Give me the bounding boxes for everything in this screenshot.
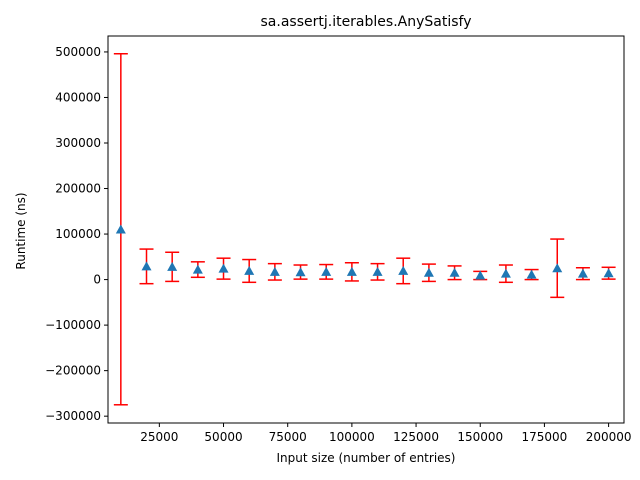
- data-point: [167, 261, 178, 271]
- y-tick-label: −300000: [45, 409, 101, 423]
- data-point: [295, 267, 306, 277]
- data-point: [192, 264, 203, 274]
- y-tick-label: −100000: [45, 318, 101, 332]
- plot-area: 25000 50000 75000 100000 125000 150000 175000 2…: [45, 35, 632, 444]
- data-point: [577, 268, 588, 278]
- y-tick-label: 100000: [55, 227, 101, 241]
- data-point: [500, 268, 511, 278]
- y-axis-label: Runtime (ns): [14, 192, 28, 269]
- y-tick-label: 400000: [55, 90, 101, 104]
- chart-title: sa.assertj.iterables.AnySatisfy: [261, 14, 472, 30]
- y-tick-label: 0: [93, 273, 101, 287]
- data-point: [552, 263, 563, 273]
- data-point: [269, 266, 280, 276]
- data-point: [244, 265, 255, 275]
- data-point: [372, 266, 383, 276]
- y-tick-label: 500000: [55, 45, 101, 59]
- y-tick-label: −200000: [45, 364, 101, 378]
- x-tick-label: 175000: [522, 430, 568, 444]
- x-axis-label: Input size (number of entries): [277, 451, 456, 465]
- x-tick-label: 100000: [329, 430, 375, 444]
- data-point: [475, 270, 486, 280]
- y-tick-label: 200000: [55, 182, 101, 196]
- axes-frame: [107, 35, 625, 424]
- data-point: [321, 266, 332, 276]
- y-tick-label: 300000: [55, 136, 101, 150]
- x-tick-label: 150000: [457, 430, 503, 444]
- data-point: [115, 224, 126, 234]
- data-point: [141, 261, 152, 271]
- x-tick-label: 200000: [586, 430, 632, 444]
- x-tick-label: 25000: [140, 430, 178, 444]
- x-tick-label: 75000: [269, 430, 307, 444]
- data-point: [449, 267, 460, 277]
- x-tick-label: 50000: [204, 430, 242, 444]
- data-point: [218, 263, 229, 273]
- data-point: [603, 268, 614, 278]
- data-point: [526, 269, 537, 279]
- x-tick-label: 125000: [393, 430, 439, 444]
- data-point: [346, 266, 357, 276]
- data-point: [423, 267, 434, 277]
- data-point: [398, 265, 409, 275]
